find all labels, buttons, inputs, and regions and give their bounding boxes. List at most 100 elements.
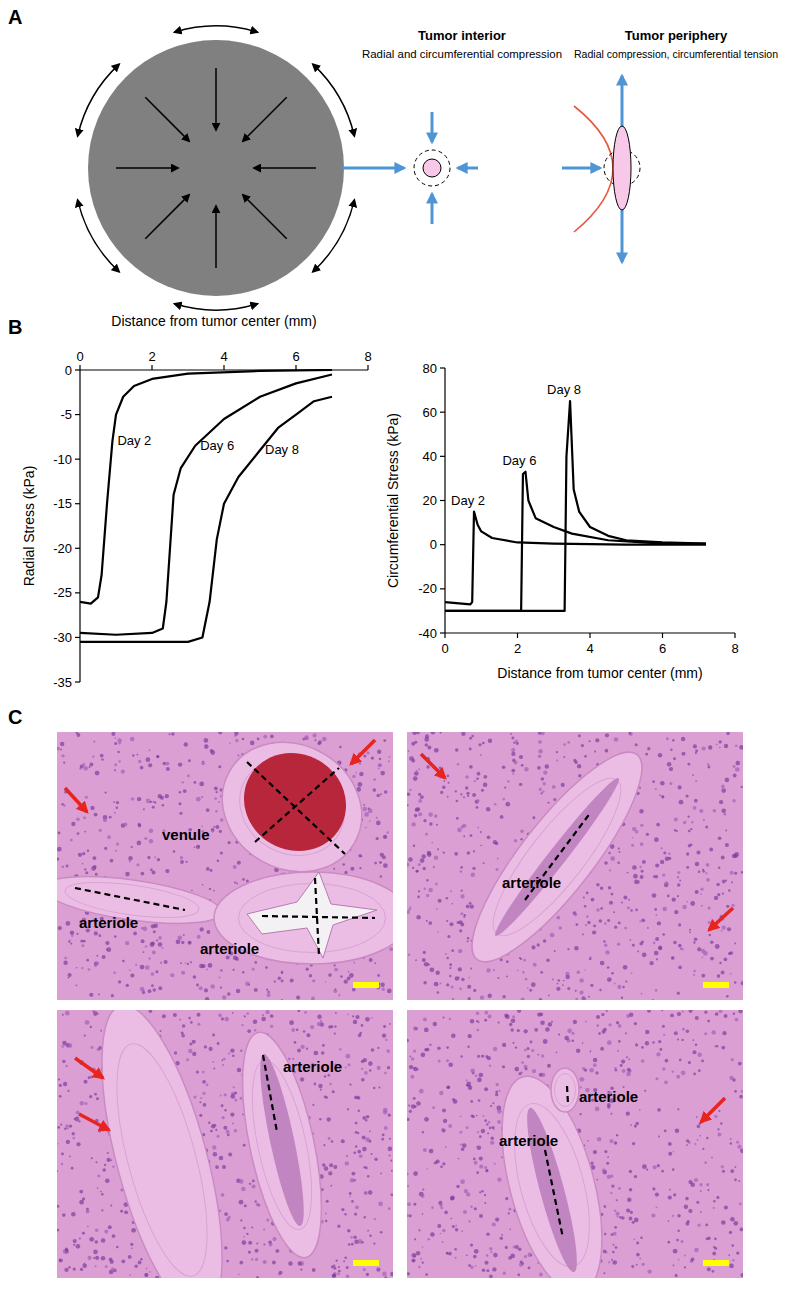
nucleus bbox=[574, 946, 579, 951]
nucleus bbox=[577, 764, 581, 768]
nucleus bbox=[698, 871, 701, 874]
nucleus bbox=[91, 866, 96, 871]
nucleus bbox=[135, 964, 137, 966]
nucleus bbox=[637, 950, 639, 952]
nucleus bbox=[320, 1020, 322, 1022]
nucleus bbox=[439, 767, 442, 770]
nucleus bbox=[423, 867, 426, 870]
nucleus bbox=[128, 856, 133, 861]
nucleus bbox=[480, 845, 482, 847]
series-label: Day 2 bbox=[451, 493, 485, 508]
nucleus bbox=[274, 980, 276, 982]
nucleus bbox=[728, 889, 731, 892]
nucleus bbox=[481, 789, 484, 792]
nucleus bbox=[333, 1267, 336, 1270]
nucleus bbox=[145, 965, 150, 970]
nucleus bbox=[245, 982, 250, 987]
nucleus bbox=[60, 742, 64, 746]
nucleus bbox=[71, 822, 75, 826]
nucleus bbox=[349, 973, 354, 978]
nucleus bbox=[349, 1083, 351, 1085]
nucleus bbox=[415, 959, 417, 961]
y-tick-label: 0 bbox=[430, 537, 437, 552]
nucleus bbox=[456, 817, 459, 820]
nucleus bbox=[494, 803, 497, 806]
nucleus bbox=[374, 862, 377, 865]
nucleus bbox=[80, 939, 83, 942]
nucleus bbox=[312, 1268, 316, 1272]
nucleus bbox=[232, 1012, 234, 1014]
nucleus bbox=[88, 968, 91, 971]
nucleus bbox=[355, 1205, 359, 1209]
nucleus bbox=[690, 828, 692, 830]
nucleus bbox=[407, 863, 409, 867]
nucleus bbox=[645, 753, 648, 756]
nucleus bbox=[152, 950, 156, 954]
nucleus bbox=[673, 757, 676, 760]
nucleus bbox=[118, 760, 120, 762]
nucleus bbox=[714, 896, 718, 900]
nucleus bbox=[678, 965, 682, 969]
nucleus bbox=[686, 852, 689, 855]
nucleus bbox=[272, 1237, 276, 1241]
nucleus bbox=[725, 829, 727, 831]
nucleus bbox=[76, 1142, 80, 1146]
nucleus bbox=[363, 804, 365, 806]
x-axis-title: Distance from tumor center (mm) bbox=[111, 313, 316, 329]
nucleus bbox=[683, 821, 686, 824]
nucleus bbox=[94, 931, 98, 935]
nucleus bbox=[180, 962, 182, 964]
nucleus bbox=[379, 758, 381, 760]
nucleus bbox=[584, 905, 587, 908]
nucleus bbox=[596, 883, 599, 886]
nucleus bbox=[234, 882, 236, 884]
nucleus bbox=[83, 766, 88, 771]
force-arrow bbox=[431, 112, 434, 142]
histology-image: venulearteriolearteriole bbox=[57, 732, 393, 1000]
nucleus bbox=[521, 764, 524, 767]
nucleus bbox=[352, 988, 356, 992]
nucleus bbox=[224, 1246, 227, 1249]
nucleus bbox=[384, 1126, 388, 1130]
nucleus bbox=[674, 910, 678, 914]
nucleus bbox=[193, 975, 197, 979]
nucleus bbox=[692, 774, 694, 776]
nucleus bbox=[590, 984, 593, 987]
nucleus bbox=[358, 1110, 360, 1112]
nucleus bbox=[237, 1068, 242, 1073]
nucleus bbox=[708, 921, 711, 924]
nucleus bbox=[149, 828, 154, 833]
nucleus bbox=[66, 865, 69, 868]
y-tick-label: -25 bbox=[53, 585, 72, 600]
nucleus bbox=[493, 840, 497, 844]
nucleus bbox=[318, 1084, 322, 1088]
nucleus bbox=[529, 989, 532, 992]
nucleus bbox=[458, 949, 462, 953]
force-arrow bbox=[342, 167, 404, 170]
y-tick bbox=[440, 588, 445, 589]
nucleus bbox=[695, 780, 697, 782]
nucleus bbox=[655, 863, 659, 867]
nucleus bbox=[649, 961, 653, 965]
nucleus bbox=[588, 996, 590, 998]
nucleus bbox=[639, 866, 641, 868]
nucleus bbox=[201, 796, 203, 798]
nucleus bbox=[542, 790, 544, 792]
nucleus bbox=[699, 809, 703, 813]
series-line bbox=[80, 370, 332, 604]
nucleus bbox=[629, 732, 633, 736]
nucleus bbox=[719, 747, 721, 749]
tumor-arrow bbox=[65, 788, 87, 812]
nucleus bbox=[519, 755, 523, 759]
nucleus bbox=[702, 869, 704, 871]
nucleus bbox=[659, 794, 661, 796]
nucleus bbox=[114, 763, 117, 766]
nucleus bbox=[383, 863, 388, 868]
nucleus bbox=[388, 1113, 391, 1116]
nucleus bbox=[244, 1204, 247, 1207]
vessel-wall bbox=[199, 732, 386, 897]
radial-arrow bbox=[215, 206, 217, 268]
nucleus bbox=[84, 1034, 86, 1036]
nucleus bbox=[144, 837, 147, 840]
nucleus bbox=[220, 987, 222, 989]
